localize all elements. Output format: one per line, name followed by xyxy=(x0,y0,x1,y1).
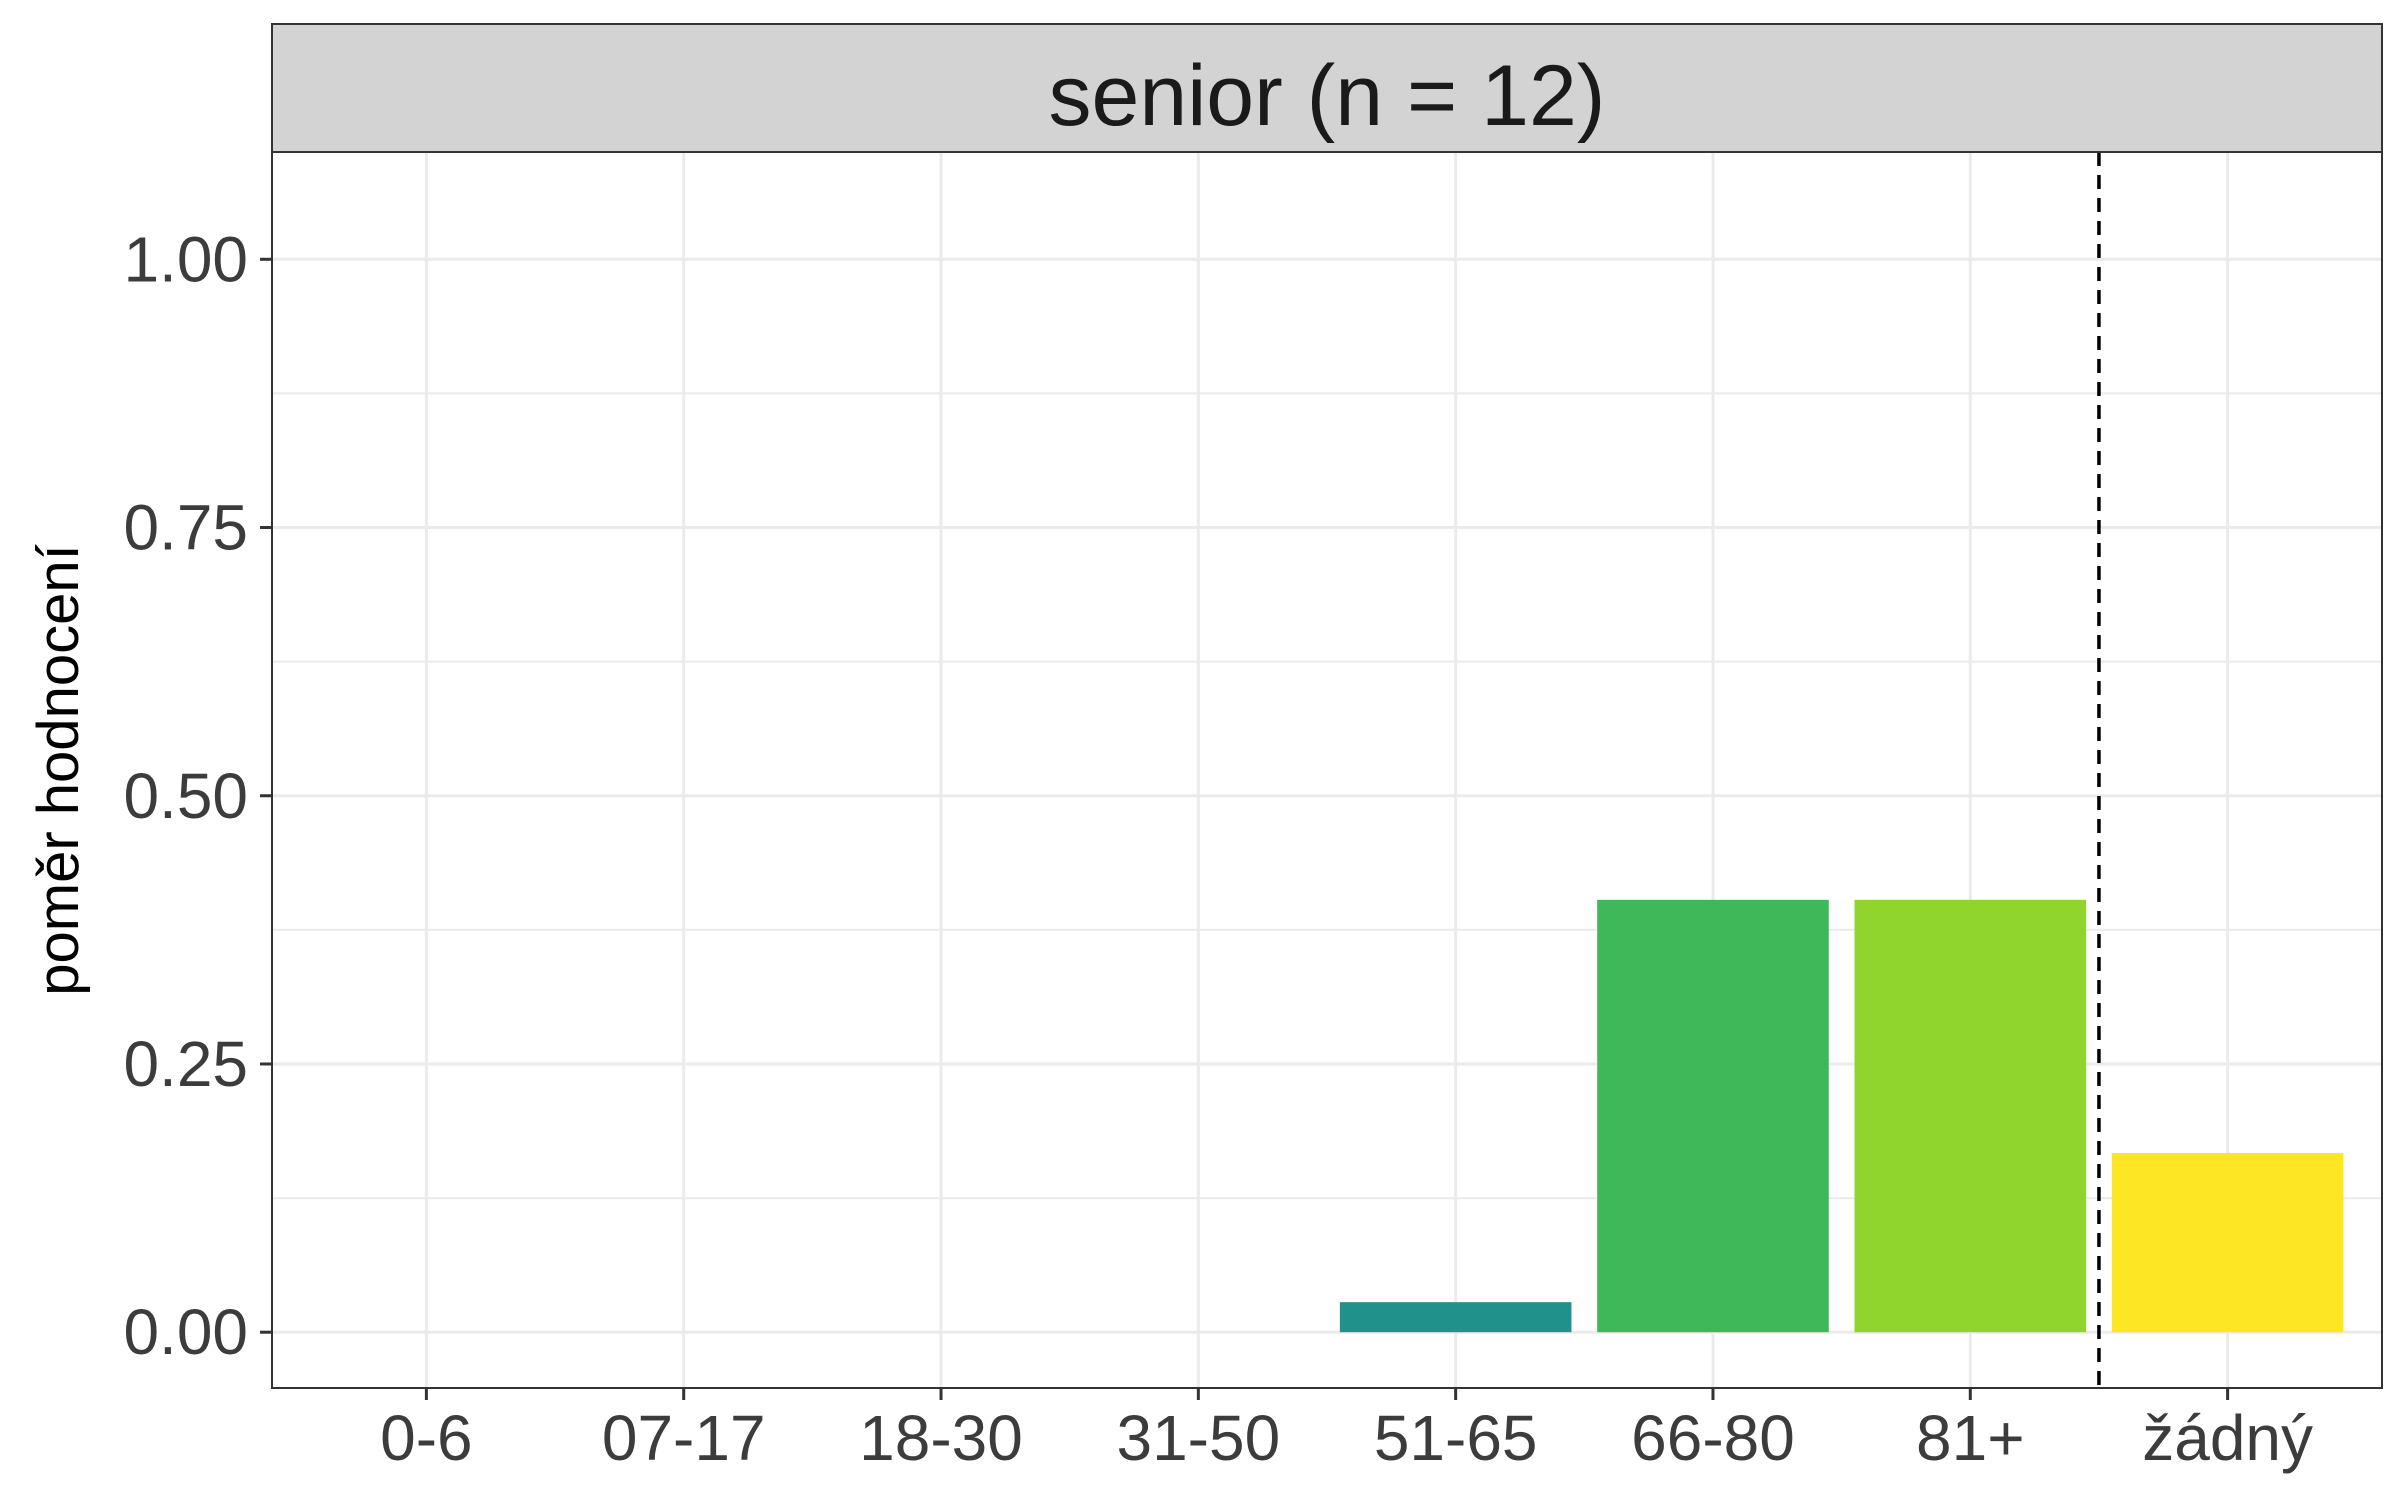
x-tick-label: 0-6 xyxy=(380,1402,473,1474)
y-tick-label: 0.75 xyxy=(123,492,248,564)
bar-layer xyxy=(1339,899,2344,1333)
grid-layer xyxy=(272,152,2382,1388)
x-tick-label: 18-30 xyxy=(859,1402,1023,1474)
facet-title: senior (n = 12) xyxy=(1049,48,1606,144)
x-tick-label: 81+ xyxy=(1916,1402,2025,1474)
x-tick-label: 07-17 xyxy=(602,1402,766,1474)
facet-strip xyxy=(271,23,2383,153)
y-tick-label: 0.50 xyxy=(123,760,248,832)
axis-layer: 0.00 0.25 0.50 0.75 1.00 0-6 07-17 18-30 31-50 51… xyxy=(123,223,2313,1474)
bar-66-80 xyxy=(1597,899,1829,1333)
bar-51-65 xyxy=(1339,1302,1572,1333)
x-tick-label: 51-65 xyxy=(1374,1402,1538,1474)
bar-dn xyxy=(2111,1153,2344,1333)
x-tick-label: 66-80 xyxy=(1631,1402,1795,1474)
y-tick-label: 0.25 xyxy=(123,1028,248,1100)
x-tick-label: žádný xyxy=(2142,1402,2313,1474)
y-tick-label: 1.00 xyxy=(123,223,248,295)
x-tick-label: 31-50 xyxy=(1116,1402,1280,1474)
y-tick-label: 0.00 xyxy=(123,1296,248,1368)
y-axis-label: poměr hodnocení xyxy=(26,544,91,995)
bar-81 xyxy=(1854,899,2087,1333)
